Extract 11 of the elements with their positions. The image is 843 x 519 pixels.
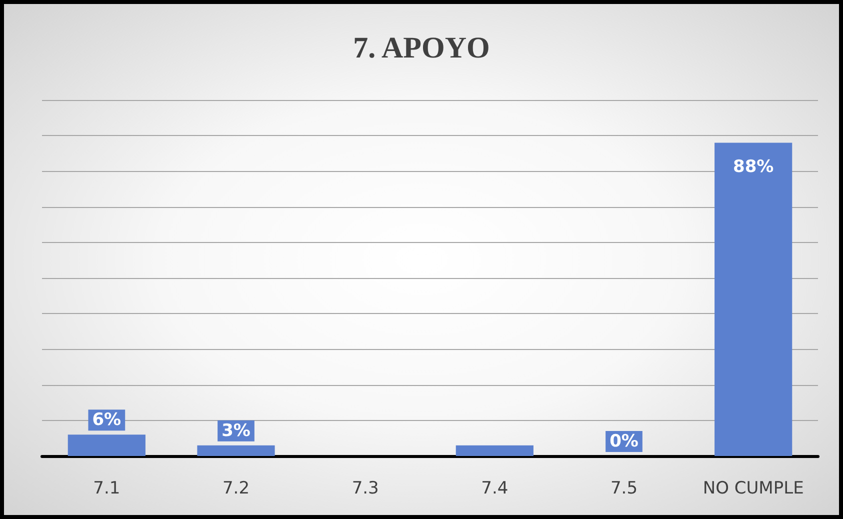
x-tick-label: 7.1 — [93, 478, 120, 498]
x-tick-label: NO CUMPLE — [702, 478, 804, 498]
x-tick-label: 7.3 — [352, 478, 379, 498]
data-label: 0% — [610, 432, 638, 452]
chart-title: 7. APOYO — [353, 32, 490, 64]
data-label: 88% — [732, 157, 774, 178]
x-tick-label: 7.5 — [610, 478, 638, 498]
data-label: 3% — [222, 420, 250, 441]
data-label: 6% — [92, 410, 122, 430]
x-tick-label: 7.4 — [481, 478, 508, 498]
x-tick-label: 7.2 — [222, 478, 250, 498]
